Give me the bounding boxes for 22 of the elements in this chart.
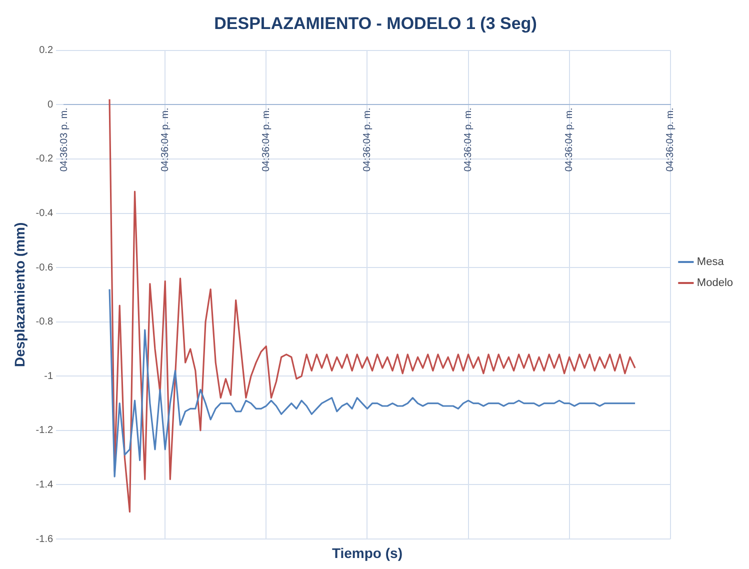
x-tick-label: 04:36:04 p. m. xyxy=(463,108,474,172)
x-tick-label: 04:36:04 p. m. xyxy=(564,108,576,172)
y-tick-label: -0.4 xyxy=(36,208,54,220)
legend-label: Mesa xyxy=(696,256,725,268)
x-tick-label: 04:36:04 p. m. xyxy=(160,108,171,172)
y-tick-label: 0.2 xyxy=(39,45,54,56)
chart-title: DESPLAZAMIENTO - MODELO 1 (3 Seg) xyxy=(214,14,537,33)
legend-label: Modelo xyxy=(696,277,733,290)
y-axis-title: Desplazamiento (mm) xyxy=(11,222,28,368)
y-tick-label: -0.2 xyxy=(36,154,54,165)
x-axis-title: Tiempo (s) xyxy=(332,544,402,561)
y-tick-label: -1.6 xyxy=(36,534,54,545)
y-tick-label: -1 xyxy=(44,370,54,382)
x-tick-label: 04:36:04 p. m. xyxy=(665,108,676,172)
y-tick-label: -1.4 xyxy=(36,479,54,490)
y-tick-label: -1.2 xyxy=(36,425,54,436)
x-tick-label: 04:36:04 p. m. xyxy=(260,108,272,172)
x-tick-label: 04:36:04 p. m. xyxy=(362,108,373,172)
y-tick-label: -0.8 xyxy=(36,316,54,328)
x-tick-label: 04:36:03 p. m. xyxy=(58,108,70,172)
y-tick-label: 0 xyxy=(47,99,54,110)
y-tick-label: -0.6 xyxy=(36,262,54,274)
